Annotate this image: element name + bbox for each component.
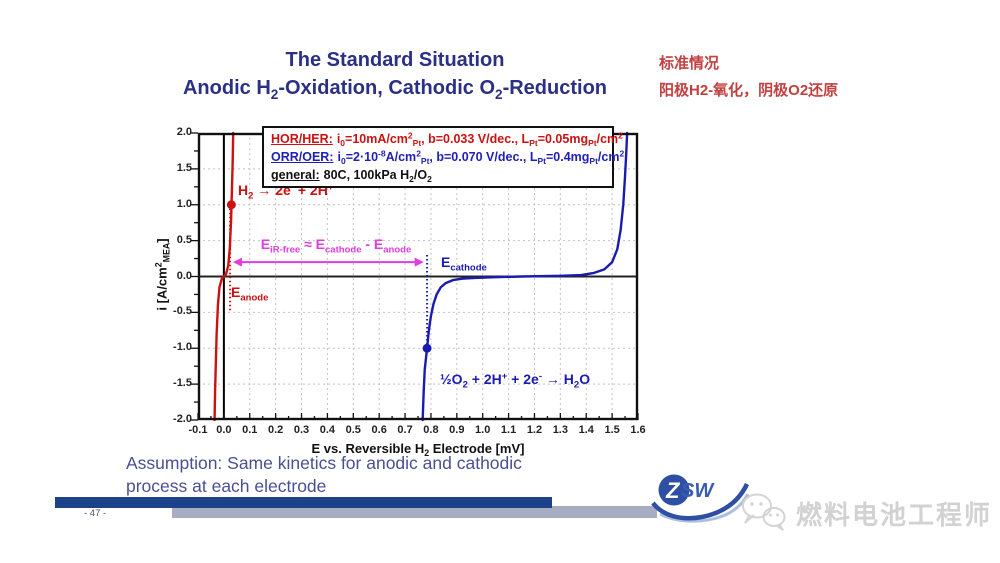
zsw-logo-wave-light bbox=[659, 493, 750, 523]
assumption-line1: Assumption: Same kinetics for anodic and… bbox=[126, 453, 522, 473]
polarization-chart: HOR/HER: i0=10mA/cm2Pt, b=0.033 V/dec., L… bbox=[154, 126, 646, 458]
y-axis-title: i [A/cm2MEA] bbox=[153, 238, 172, 311]
e-anode-label: Eanode bbox=[231, 284, 269, 304]
x-tick-label: 1.2 bbox=[526, 424, 543, 436]
page-number: - 47 - bbox=[84, 508, 107, 519]
x-tick-label: 1.0 bbox=[475, 424, 491, 436]
wechat-icon bbox=[742, 493, 786, 531]
slide-title-line2: Anodic H2-Oxidation, Cathodic O2-Reducti… bbox=[182, 77, 607, 102]
y-tick-label: 0.5 bbox=[176, 233, 192, 246]
legend-line-hor-her: HOR/HER: i0=10mA/cm2Pt, b=0.033 V/dec., L… bbox=[271, 130, 623, 148]
footer-bar-blue bbox=[55, 497, 552, 508]
zsw-logo-sw: SW bbox=[681, 480, 715, 502]
x-tick-label: 0.7 bbox=[397, 424, 413, 436]
slide-title: The Standard Situation Anodic H2-Oxidati… bbox=[110, 46, 680, 102]
x-tick-label: 1.5 bbox=[604, 424, 620, 436]
x-tick-label: 0.5 bbox=[345, 424, 361, 436]
assumption-line2: process at each electrode bbox=[126, 476, 327, 496]
y-tick-label: -1.0 bbox=[173, 341, 192, 354]
zsw-logo-wave-dark bbox=[651, 482, 750, 521]
wechat-watermark: 燃料电池工程师 bbox=[740, 492, 992, 534]
x-tick-label: 0.8 bbox=[423, 424, 439, 436]
x-tick-label: -0.1 bbox=[188, 424, 208, 436]
legend-line-orr-oer: ORR/OER: i0=2·10-8A/cm2Pt, b=0.070 V/dec.… bbox=[271, 148, 625, 166]
x-tick-label: 0.1 bbox=[242, 424, 258, 436]
chinese-note-line1: 标准情况 bbox=[659, 55, 720, 72]
x-tick-label: 0.2 bbox=[267, 424, 284, 436]
y-tick-label: 0.0 bbox=[176, 269, 192, 282]
x-tick-label: 1.4 bbox=[578, 424, 594, 436]
zsw-logo: Z SW bbox=[651, 474, 750, 523]
legend-line-general: general: 80C, 100kPa H2/O2 bbox=[271, 168, 432, 184]
y-tick-label: -0.5 bbox=[173, 305, 192, 318]
zsw-logo-circle bbox=[658, 474, 690, 506]
footer-bar-gray bbox=[172, 506, 657, 518]
x-axis-title: E vs. Reversible H2 Electrode [mV] bbox=[311, 441, 525, 459]
chinese-note-line2: 阳极H2-氧化，阴极O2还原 bbox=[659, 82, 839, 99]
chart-canvas bbox=[191, 131, 639, 422]
y-tick-label: -1.5 bbox=[173, 377, 192, 390]
y-tick-label: 1.0 bbox=[176, 197, 192, 210]
x-tick-label: 0.4 bbox=[319, 424, 336, 436]
x-tick-label: 0.3 bbox=[293, 424, 310, 436]
x-tick-label: 0.0 bbox=[216, 424, 232, 436]
x-tick-label: 0.6 bbox=[371, 424, 387, 436]
zsw-logo-z: Z bbox=[665, 478, 681, 503]
x-tick-label: 1.6 bbox=[630, 424, 646, 436]
slide-title-line1: The Standard Situation bbox=[285, 49, 505, 71]
y-tick-label: 2.0 bbox=[176, 126, 192, 138]
chinese-note: 标准情况 阳极H2-氧化，阴极O2还原 bbox=[659, 50, 838, 104]
cathode-reaction-label: ½O2 + 2H+ + 2e- → H2O bbox=[440, 370, 591, 391]
assumption-note: Assumption: Same kinetics for anodic and… bbox=[126, 452, 626, 498]
e-cathode-label: Ecathode bbox=[441, 254, 487, 274]
y-tick-label: 1.5 bbox=[176, 161, 192, 174]
eirfree-arrow-label: EiR-free ≈ Ecathode - Eanode bbox=[260, 236, 412, 256]
watermark-text: 燃料电池工程师 bbox=[796, 499, 993, 530]
x-tick-label: 1.1 bbox=[500, 424, 517, 436]
x-tick-label: 0.9 bbox=[449, 424, 465, 436]
parameter-legend-box: HOR/HER: i0=10mA/cm2Pt, b=0.033 V/dec., L… bbox=[262, 126, 625, 188]
y-tick-label: -2.0 bbox=[173, 413, 192, 425]
x-tick-label: 1.3 bbox=[552, 424, 568, 436]
